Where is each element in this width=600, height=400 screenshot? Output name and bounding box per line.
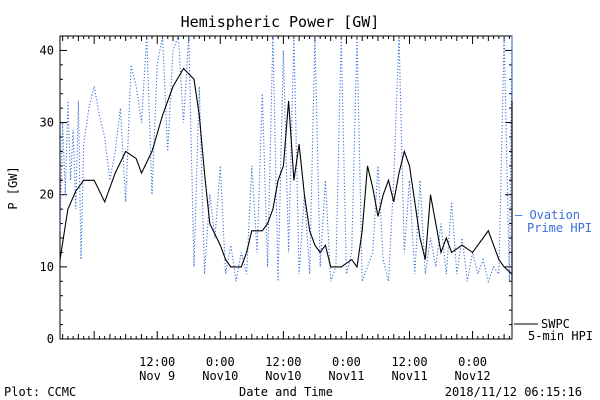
x-tick-date-label: Nov10: [265, 369, 301, 383]
legend-ovation-line2: Prime HPI: [527, 221, 592, 235]
plot-frame: [59, 35, 513, 340]
series-line-ovation: [59, 35, 513, 284]
x-tick-date-label: Nov10: [202, 369, 238, 383]
x-tick-date-label: Nov12: [455, 369, 491, 383]
series-layer: [59, 35, 513, 284]
x-tick-label: 0:00: [206, 355, 235, 369]
series-line-swpc: [59, 67, 513, 282]
legend-swpc-line1: SWPC: [541, 317, 570, 331]
x-tick-label: 12:00: [139, 355, 175, 369]
y-tick-label: 10: [40, 260, 54, 274]
y-tick-label: 30: [40, 116, 54, 130]
y-tick-label: 0: [47, 332, 54, 346]
legend-ovation-line1: — Ovation: [515, 208, 580, 222]
x-tick-date-label: Nov11: [391, 369, 427, 383]
legend-swpc: SWPC 5-min HPI: [514, 317, 593, 343]
footer-timestamp: 2018/11/12 06:15:16: [445, 385, 582, 399]
chart-title: Hemispheric Power [GW]: [181, 13, 380, 31]
x-tick-label: 12:00: [265, 355, 301, 369]
x-tick-date-label: Nov 9: [139, 369, 175, 383]
x-tick-label: 0:00: [458, 355, 487, 369]
footer-plot-credit: Plot: CCMC: [4, 385, 76, 399]
x-tick-label: 0:00: [332, 355, 361, 369]
x-tick-label: 12:00: [391, 355, 427, 369]
y-axis: 0 10 20 30 40: [40, 43, 512, 346]
y-tick-label: 40: [40, 43, 54, 57]
legend-swpc-line2: 5-min HPI: [528, 329, 593, 343]
legend-ovation: — Ovation Prime HPI: [515, 208, 592, 235]
x-axis-label: Date and Time: [239, 385, 333, 399]
y-axis-label: P [GW]: [6, 166, 20, 209]
y-tick-label: 20: [40, 188, 54, 202]
x-tick-date-label: Nov11: [328, 369, 364, 383]
